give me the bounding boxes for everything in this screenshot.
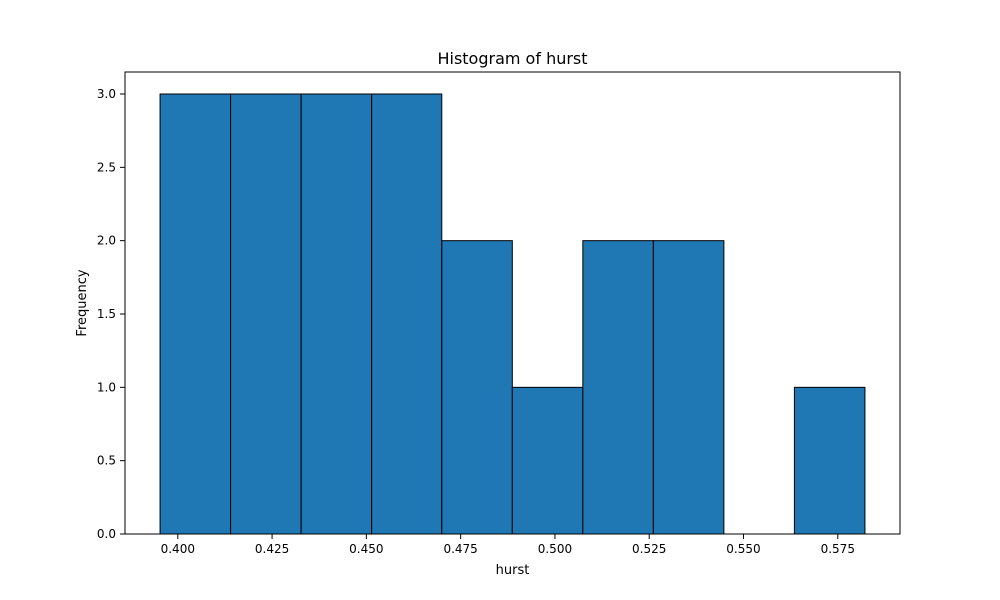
y-tick-label: 0.5 <box>97 454 116 468</box>
plot-frame <box>124 71 901 535</box>
x-axis-label: hurst <box>496 563 530 578</box>
histogram-bar <box>793 386 866 535</box>
x-tick-label: 0.575 <box>821 542 855 556</box>
chart-title: Histogram of hurst <box>437 49 587 68</box>
y-tick-label: 1.5 <box>97 307 116 321</box>
bars-group <box>159 93 866 535</box>
y-tick-label: 1.0 <box>97 380 116 394</box>
histogram-bar <box>300 93 373 535</box>
y-tick-label: 0.0 <box>97 527 116 541</box>
x-tick-label: 0.475 <box>443 542 477 556</box>
x-tick-label: 0.525 <box>632 542 666 556</box>
histogram-bar <box>511 386 584 535</box>
histogram-bar <box>230 93 302 535</box>
histogram-bar <box>582 240 654 535</box>
histogram-bar <box>652 240 725 535</box>
x-axis-ticks: 0.400 0.425 0.450 0.475 0.500 0.525 0.550 0.575 <box>161 534 855 556</box>
y-axis-label: Frequency <box>75 269 90 336</box>
x-tick-label: 0.425 <box>255 542 289 556</box>
x-tick-label: 0.500 <box>538 542 572 556</box>
x-tick-label: 0.400 <box>161 542 195 556</box>
histogram-bar <box>371 93 443 535</box>
x-tick-label: 0.550 <box>726 542 760 556</box>
histogram-bar <box>159 93 232 535</box>
y-tick-label: 2.5 <box>97 160 116 174</box>
y-tick-label: 2.0 <box>97 234 116 248</box>
histogram-bar <box>441 240 513 535</box>
x-tick-label: 0.450 <box>349 542 383 556</box>
y-axis-ticks: 0.0 0.5 1.0 1.5 2.0 2.5 3.0 <box>97 87 125 541</box>
y-tick-label: 3.0 <box>97 87 116 101</box>
